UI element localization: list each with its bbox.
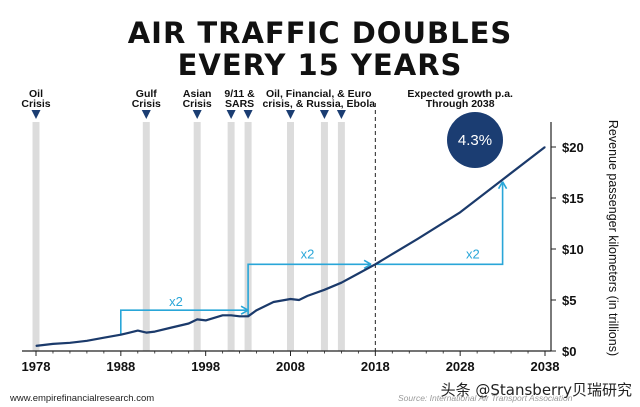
event-label-0-line-0: Oil — [29, 88, 43, 100]
data-point-0-21 — [306, 295, 309, 297]
doubling-arrow-0 — [120, 309, 249, 335]
footer-url: www.empirefinancialresearch.com — [9, 393, 154, 404]
event-marker-1-0 — [141, 110, 151, 119]
watermark: 头条 @Stansberry贝瑞研究 — [441, 381, 632, 399]
y-tick-label-0: $0 — [562, 344, 576, 359]
event-marker-2-0 — [192, 110, 202, 119]
x-tick-label-4: 2018 — [361, 359, 390, 374]
x-tick-label-6: 2038 — [531, 359, 560, 374]
event-label-3-line-1: SARS — [225, 98, 254, 110]
event-marker-4-2 — [336, 110, 346, 119]
y-tick-label-2: $10 — [562, 242, 584, 257]
crisis-band-2-0 — [193, 122, 201, 351]
crisis-band-3-1 — [244, 122, 252, 351]
event-label-4-line-0: Oil, Financial, & Euro — [266, 88, 372, 100]
event-label-1-line-0: Gulf — [136, 88, 157, 100]
data-point-0-27 — [417, 238, 419, 240]
event-label-4-line-1: crisis, & Russia, Ebola — [262, 98, 375, 110]
data-point-0-1 — [52, 343, 54, 345]
data-point-0-10 — [188, 322, 190, 325]
x-tick-label-5: 2028 — [446, 359, 475, 374]
crisis-band-4-0 — [287, 122, 294, 351]
event-label-5-line-1: Through 2038 — [426, 98, 495, 110]
crisis-bands — [32, 122, 345, 351]
data-point-0-24 — [357, 272, 359, 275]
crisis-band-1-0 — [142, 122, 150, 351]
crisis-band-4-2 — [337, 122, 345, 351]
data-point-0-16 — [247, 315, 249, 317]
data-point-0-5 — [120, 334, 122, 336]
x-tick-label-2: 1998 — [191, 359, 220, 374]
data-point-0-12 — [205, 319, 207, 321]
data-point-0-11 — [196, 318, 198, 320]
data-point-0-19 — [289, 298, 292, 300]
y-tick-label-3: $15 — [562, 191, 584, 206]
doubling-label-1: x2 — [301, 246, 315, 261]
y-axis-label: Revenue passenger kilometers (in trillio… — [606, 120, 620, 356]
title-line-2: EVERY 15 YEARS — [178, 48, 463, 82]
data-point-0-14 — [230, 314, 232, 316]
data-point-0-25 — [374, 263, 376, 265]
data-point-0-22 — [323, 289, 325, 291]
data-point-0-7 — [145, 332, 147, 334]
event-marker-3-1 — [243, 110, 253, 119]
y-tick-label-1: $5 — [562, 293, 576, 308]
data-point-0-30 — [544, 146, 546, 148]
data-point-0-29 — [502, 179, 504, 181]
data-point-0-23 — [340, 282, 342, 284]
event-label-0-line-1: Crisis — [21, 98, 50, 110]
data-point-0-9 — [171, 326, 173, 329]
crisis-band-0-0 — [32, 122, 40, 351]
data-point-0-0 — [35, 345, 37, 347]
crisis-band-3-0 — [227, 122, 235, 351]
doubling-arrowhead-1 — [363, 259, 372, 269]
data-point-0-28 — [459, 211, 461, 213]
doubling-arrowhead-0 — [240, 305, 249, 315]
doubling-arrows: x2 x2 x2 — [120, 181, 508, 335]
event-label-5-line-0: Expected growth p.a. — [407, 88, 513, 100]
footer-source: Source: International Air Transport Asso… — [398, 393, 573, 403]
doubling-arrowhead-2 — [497, 181, 508, 190]
doubling-arrow-1 — [247, 263, 372, 317]
growth-badge — [447, 112, 503, 168]
event-label-2-line-1: Crisis — [183, 98, 212, 110]
data-point-0-3 — [86, 340, 88, 342]
doubling-label-2: x2 — [466, 246, 480, 261]
data-point-0-17 — [256, 309, 258, 311]
event-label-2-line-0: Asian — [183, 88, 212, 100]
event-label-1-line-1: Crisis — [132, 98, 161, 110]
data-point-0-13 — [222, 314, 224, 316]
growth-rate-label: 4.3% — [458, 132, 492, 149]
event-marker-3-0 — [226, 110, 236, 119]
data-point-0-15 — [239, 315, 241, 317]
doubling-arrow-2 — [375, 181, 504, 266]
data-point-0-2 — [69, 342, 71, 344]
crisis-band-4-1 — [320, 122, 328, 351]
event-marker-0-0 — [31, 110, 41, 119]
event-label-3-line-0: 9/11 & — [224, 88, 255, 100]
data-point-0-26 — [391, 253, 393, 255]
x-tick-label-3: 2008 — [276, 359, 305, 374]
data-point-0-4 — [103, 337, 105, 339]
doubling-label-0: x2 — [169, 294, 183, 309]
data-point-0-20 — [298, 299, 300, 301]
series-group — [35, 146, 546, 347]
data-point-0-8 — [154, 331, 156, 333]
x-tick-label-0: 1978 — [22, 359, 51, 374]
y-tick-label-4: $20 — [562, 140, 584, 155]
data-point-0-18 — [272, 301, 275, 303]
axes: 1978 1988 1998 2008 2018 2028 2038$0 $5 $10 $15 $2… — [22, 103, 584, 374]
data-point-0-6 — [137, 330, 139, 332]
event-marker-4-0 — [286, 110, 295, 119]
title-line-1: AIR TRAFFIC DOUBLES — [128, 16, 513, 50]
x-tick-label-1: 1988 — [106, 359, 135, 374]
event-marker-4-1 — [319, 110, 329, 119]
